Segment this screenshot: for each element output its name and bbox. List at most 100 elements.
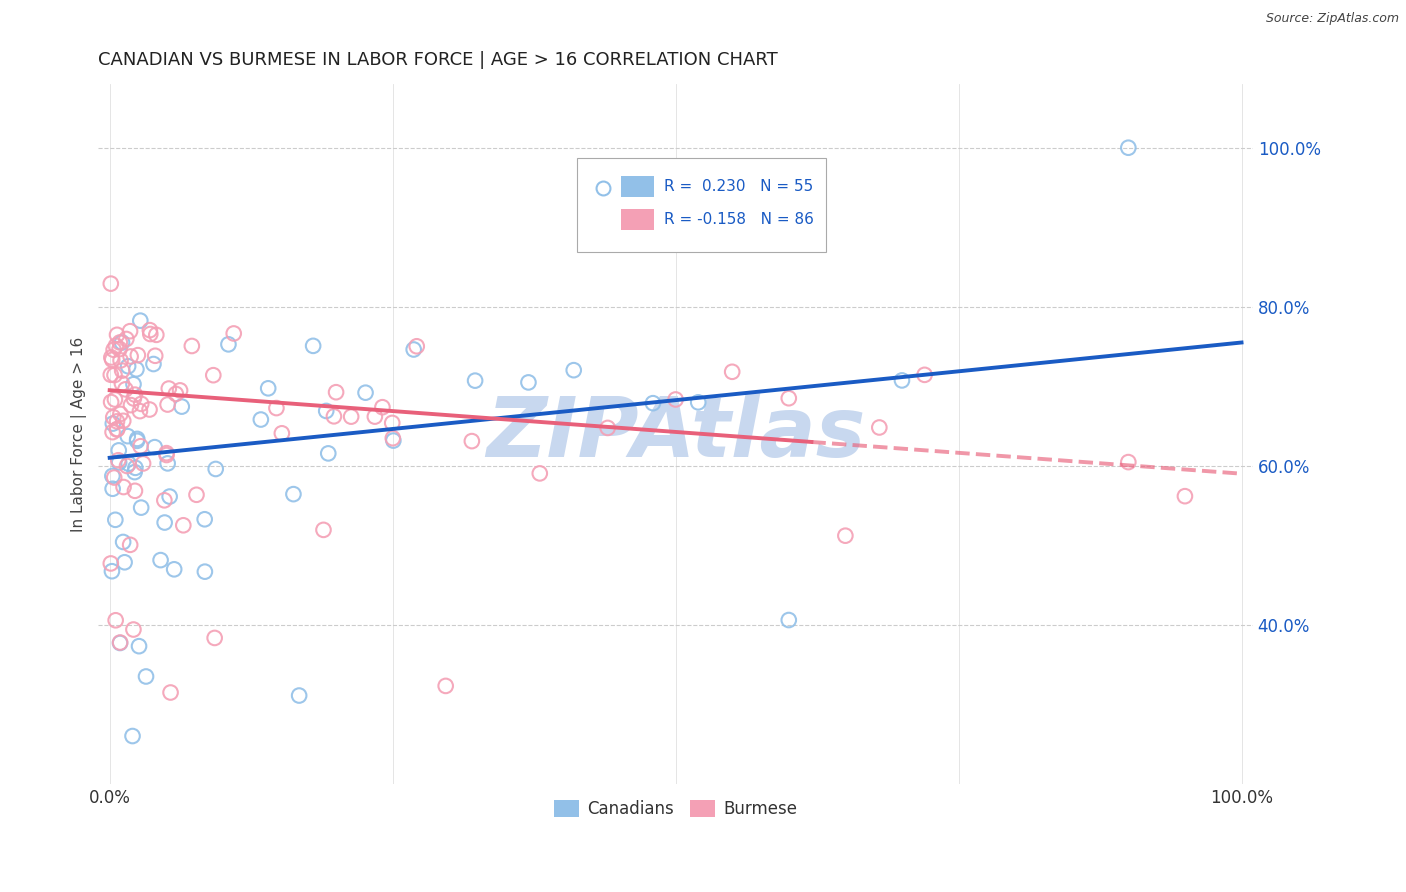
Point — [115, 332, 138, 346]
Point — [103, 410, 125, 425]
Point — [143, 440, 166, 454]
Point — [315, 404, 337, 418]
Point — [124, 460, 146, 475]
Point — [129, 439, 152, 453]
Point — [108, 342, 131, 356]
Point — [127, 348, 149, 362]
Point — [107, 443, 129, 458]
Point — [778, 391, 800, 405]
Point — [721, 365, 744, 379]
Point — [117, 359, 139, 374]
Point — [312, 523, 335, 537]
Point — [100, 368, 122, 382]
Point — [108, 455, 131, 469]
Y-axis label: In Labor Force | Age > 16: In Labor Force | Age > 16 — [72, 336, 87, 532]
Point — [665, 392, 688, 407]
Point — [914, 368, 936, 382]
Point — [266, 401, 288, 415]
Bar — [621, 177, 654, 197]
Point — [105, 414, 128, 428]
Point — [100, 351, 122, 365]
Point — [103, 470, 125, 484]
Text: CANADIAN VS BURMESE IN LABOR FORCE | AGE > 16 CORRELATION CHART: CANADIAN VS BURMESE IN LABOR FORCE | AGE… — [98, 51, 778, 69]
Point — [125, 362, 148, 376]
Point — [108, 636, 131, 650]
Point — [103, 343, 125, 357]
Point — [104, 392, 127, 407]
Point — [145, 327, 167, 342]
Point — [180, 339, 202, 353]
Point — [1118, 455, 1140, 469]
Point — [101, 425, 124, 439]
Point — [186, 488, 208, 502]
Point — [127, 434, 149, 448]
Point — [139, 326, 162, 341]
Point — [354, 385, 377, 400]
Point — [110, 407, 132, 421]
Point — [340, 409, 363, 424]
Point — [111, 364, 134, 378]
Point — [641, 396, 664, 410]
Point — [107, 453, 129, 467]
Point — [120, 538, 142, 552]
Point — [405, 339, 427, 353]
Point — [101, 482, 124, 496]
Point — [122, 623, 145, 637]
Point — [110, 353, 132, 368]
Point — [316, 446, 339, 460]
Point — [1118, 141, 1140, 155]
Point — [170, 400, 193, 414]
Point — [222, 326, 245, 341]
Point — [529, 467, 551, 481]
Point — [129, 397, 152, 411]
Point — [163, 562, 186, 576]
Point — [124, 387, 146, 401]
Point — [381, 416, 404, 430]
Text: Source: ZipAtlas.com: Source: ZipAtlas.com — [1265, 12, 1399, 25]
Point — [112, 414, 135, 428]
Point — [120, 398, 142, 412]
Point — [149, 553, 172, 567]
Point — [101, 469, 124, 483]
Point — [270, 426, 292, 441]
Point — [155, 448, 177, 462]
Point — [382, 434, 405, 448]
Point — [115, 458, 138, 473]
Text: R =  0.230   N = 55: R = 0.230 N = 55 — [664, 179, 813, 194]
Point — [101, 417, 124, 431]
Point — [132, 457, 155, 471]
Point — [104, 613, 127, 627]
Point — [891, 373, 914, 387]
Point — [165, 387, 187, 401]
Point — [153, 516, 176, 530]
Bar — [621, 209, 654, 229]
Point — [129, 500, 152, 515]
Point — [381, 431, 404, 445]
Point — [108, 335, 131, 350]
Point — [778, 613, 800, 627]
Point — [868, 420, 890, 434]
Point — [156, 398, 179, 412]
Point — [143, 349, 166, 363]
Point — [112, 535, 135, 549]
Point — [128, 639, 150, 653]
Point — [101, 352, 124, 367]
Point — [114, 382, 136, 396]
Point — [105, 422, 128, 436]
Point — [194, 565, 217, 579]
Point — [127, 432, 149, 446]
Point — [129, 313, 152, 327]
Point — [153, 493, 176, 508]
Point — [562, 363, 585, 377]
Point — [157, 382, 180, 396]
Point — [1174, 489, 1197, 503]
Point — [371, 401, 394, 415]
Point — [111, 376, 134, 391]
Point — [118, 457, 141, 471]
Point — [122, 392, 145, 406]
Point — [105, 422, 128, 436]
Point — [114, 555, 136, 569]
Point — [108, 635, 131, 649]
Point — [517, 376, 540, 390]
Legend: Canadians, Burmese: Canadians, Burmese — [547, 793, 804, 824]
